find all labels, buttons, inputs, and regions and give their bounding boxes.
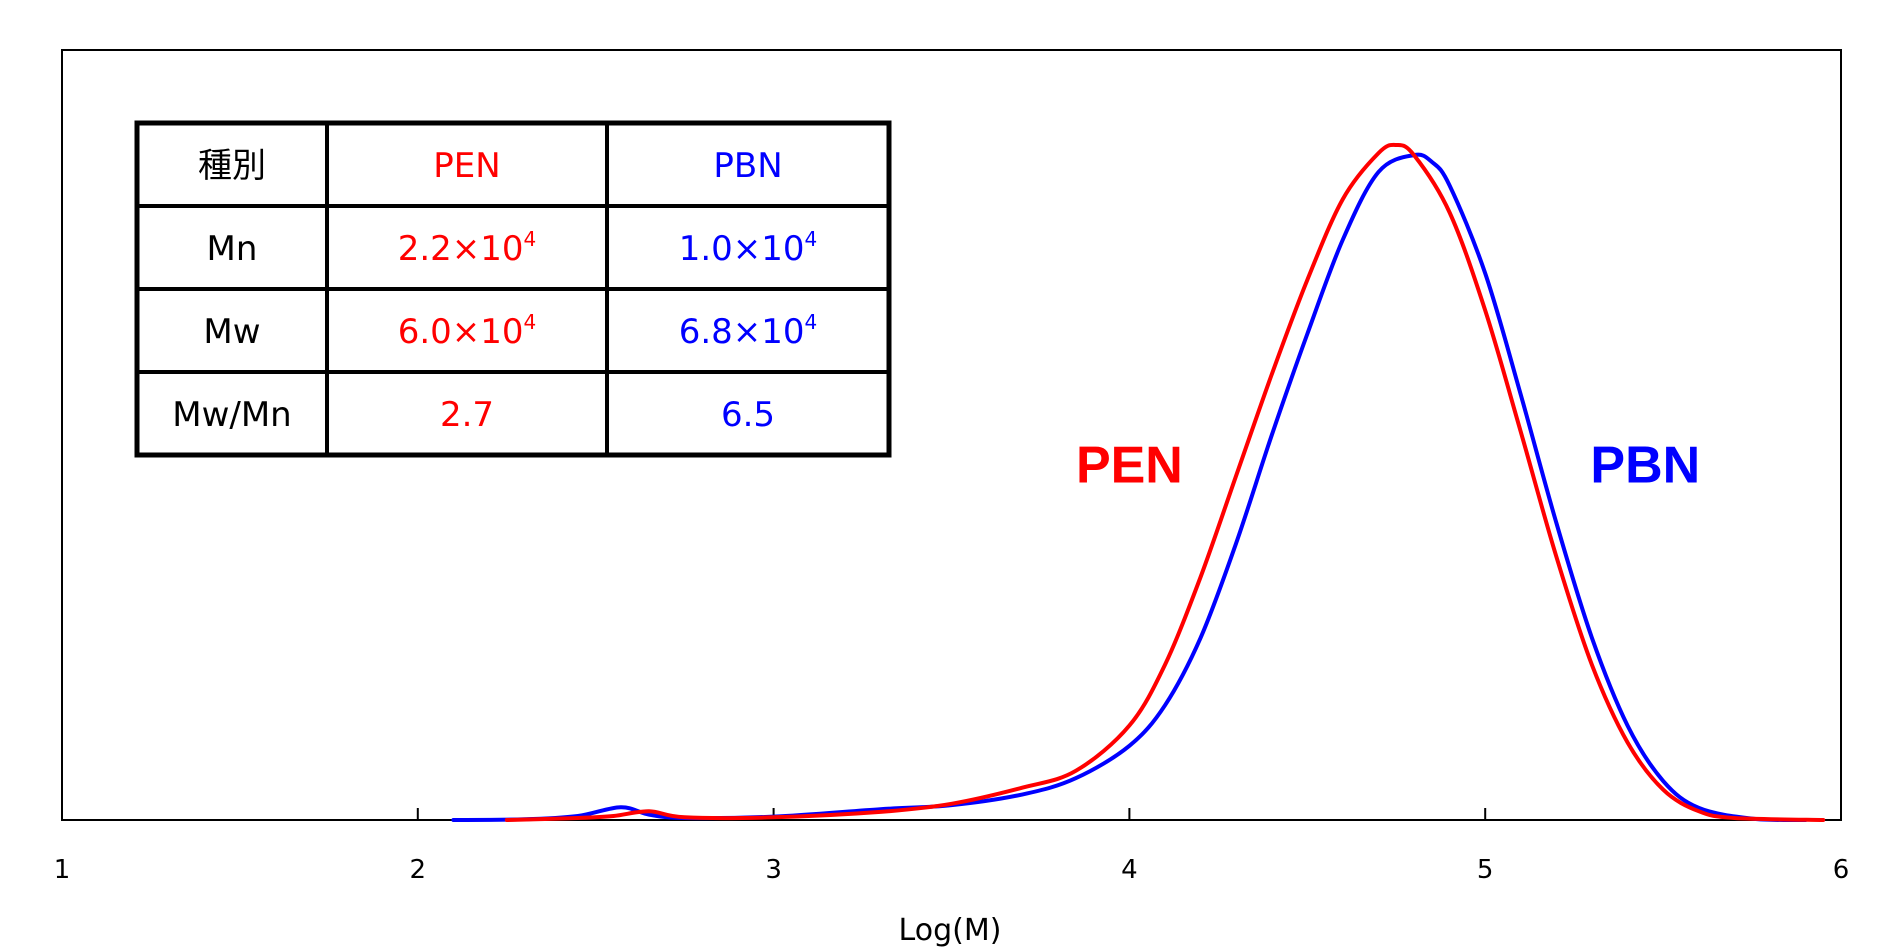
exponent: 4 xyxy=(524,310,537,334)
series-line-pen xyxy=(504,142,1826,822)
exponent: 4 xyxy=(805,310,818,334)
x-tick-labels: 1 2 3 4 5 6 xyxy=(54,855,1850,885)
series-annotation-pbn: PBN xyxy=(1590,437,1700,495)
mantissa: 1.0×10 xyxy=(679,229,805,269)
mantissa: 6.8×10 xyxy=(679,312,805,352)
plot-frame xyxy=(61,49,1842,821)
table-cell-pbn-mw: 6.8×104 xyxy=(679,310,818,352)
series-annotation-pen: PEN xyxy=(1076,437,1183,495)
x-tick-label: 4 xyxy=(1121,855,1138,885)
table-row-label: Mw xyxy=(203,312,260,352)
table-cell-pen-mn: 2.2×104 xyxy=(398,227,537,269)
table-header-pen: PEN xyxy=(433,146,500,186)
x-tick-label: 6 xyxy=(1833,855,1850,885)
x-ticks xyxy=(61,808,1842,820)
x-tick-label: 3 xyxy=(765,855,782,885)
table-header-pbn: PBN xyxy=(713,146,782,186)
table-cell-pen-mw: 6.0×104 xyxy=(398,310,537,352)
table-header-type: 種別 xyxy=(198,146,266,186)
annotation-layer: PEN PBN xyxy=(1076,437,1700,495)
exponent: 4 xyxy=(524,227,537,251)
x-axis-title: Log(M) xyxy=(899,913,1002,948)
summary-table: 種別 PEN PBN Mn 2.2×104 1.0×104 Mw 6.0×104… xyxy=(134,120,892,458)
table-row-label: Mn xyxy=(207,229,258,269)
exponent: 4 xyxy=(805,227,818,251)
x-tick-label: 2 xyxy=(410,855,427,885)
mantissa: 6.0×10 xyxy=(398,312,524,352)
mantissa: 2.2×10 xyxy=(398,229,524,269)
table-row-label: Mw/Mn xyxy=(172,395,291,435)
series-layer xyxy=(451,142,1826,823)
x-tick-label: 5 xyxy=(1477,855,1494,885)
table-cell-pbn-mn: 1.0×104 xyxy=(679,227,818,269)
x-tick-label: 1 xyxy=(54,855,71,885)
table-cell-pen-ratio: 2.7 xyxy=(440,395,494,435)
table-cell-pbn-ratio: 6.5 xyxy=(721,395,775,435)
